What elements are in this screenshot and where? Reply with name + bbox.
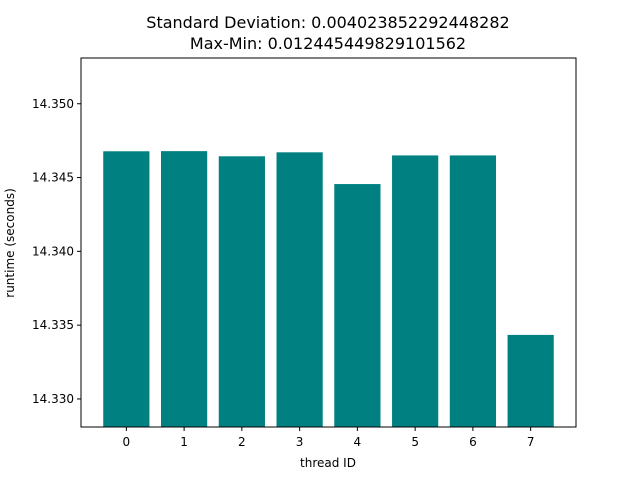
chart-subtitle: Max-Min: 0.012445449829101562 [190, 34, 466, 53]
bars [103, 151, 554, 428]
y-axis-label: runtime (seconds) [3, 188, 17, 297]
y-tick-label: 14.350 [32, 97, 74, 111]
bar-thread-2 [218, 156, 265, 428]
x-tick-label: 5 [411, 435, 419, 449]
y-tick-label: 14.345 [32, 171, 74, 185]
y-axis-ticks: 14.330 14.335 14.340 14.345 14.350 [32, 97, 81, 406]
bar-thread-0 [103, 151, 150, 427]
bar-thread-3 [276, 152, 323, 427]
x-axis-ticks: 0 1 2 3 4 5 6 7 [123, 427, 535, 449]
bar-thread-1 [161, 151, 208, 427]
x-tick-label: 2 [238, 435, 246, 449]
x-tick-label: 3 [296, 435, 304, 449]
bar-thread-5 [392, 155, 439, 428]
x-tick-label: 4 [354, 435, 362, 449]
x-tick-label: 1 [180, 435, 188, 449]
bar-thread-7 [507, 334, 554, 427]
bar-thread-6 [449, 155, 497, 428]
plot-area-frame [80, 57, 577, 428]
x-tick-label: 7 [527, 435, 535, 449]
y-tick-label: 14.330 [32, 392, 74, 406]
x-tick-label: 6 [469, 435, 477, 449]
x-tick-label: 0 [123, 435, 131, 449]
x-axis-label: thread ID [300, 456, 356, 470]
y-tick-label: 14.340 [32, 244, 74, 258]
chart-title: Standard Deviation: 0.004023852292448282 [146, 13, 509, 32]
y-tick-label: 14.335 [32, 318, 74, 332]
bar-thread-4 [334, 184, 381, 427]
